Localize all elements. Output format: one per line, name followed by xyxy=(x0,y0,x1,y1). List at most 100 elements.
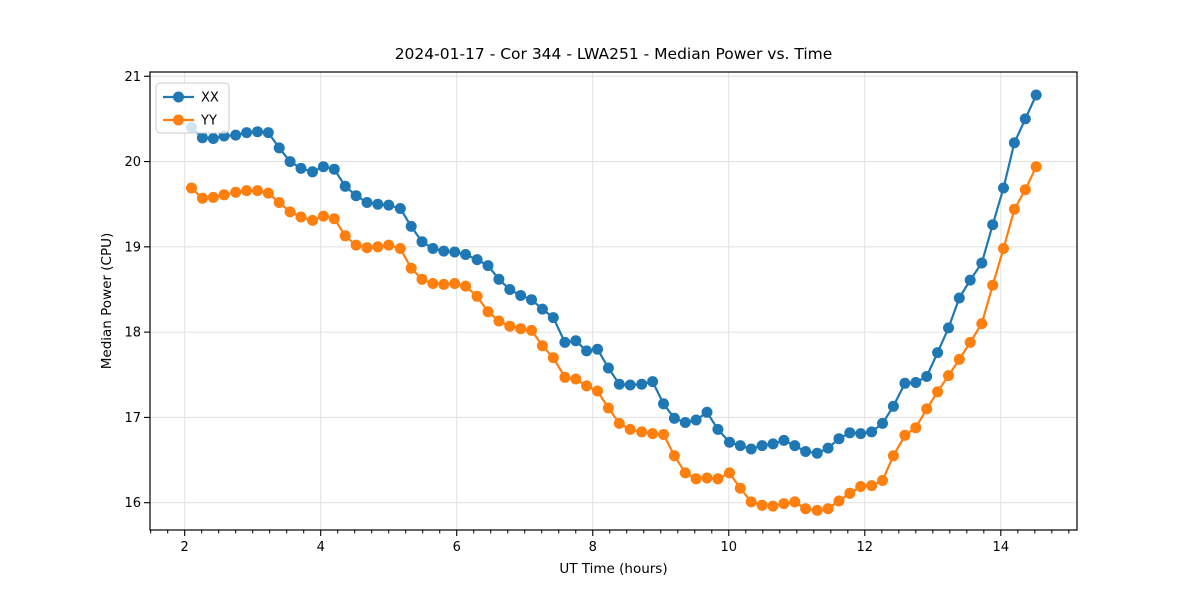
legend-marker-YY xyxy=(173,114,184,126)
data-point-XX xyxy=(460,249,472,260)
data-point-YY xyxy=(207,191,219,203)
data-point-YY xyxy=(526,324,537,336)
data-point-XX xyxy=(822,442,834,454)
data-point-YY xyxy=(690,473,702,485)
data-point-XX xyxy=(559,336,571,348)
x-tick-label: 6 xyxy=(453,540,461,555)
data-point-YY xyxy=(734,482,746,494)
y-tick-label: 16 xyxy=(124,496,141,511)
y-tick-label: 20 xyxy=(124,155,141,170)
data-point-XX xyxy=(932,347,944,359)
legend: XX YY xyxy=(155,82,230,134)
data-point-YY xyxy=(822,503,834,515)
data-point-XX xyxy=(976,257,988,269)
y-tick-label: 17 xyxy=(124,411,141,426)
data-point-YY xyxy=(712,473,724,485)
data-point-XX xyxy=(361,197,373,208)
data-point-YY xyxy=(196,192,208,204)
data-point-YY xyxy=(887,450,899,462)
data-point-YY xyxy=(416,273,428,285)
legend-label-YY: YY xyxy=(200,114,217,129)
data-point-YY xyxy=(317,210,329,222)
data-point-YY xyxy=(405,262,417,274)
series-line-YY xyxy=(190,165,1038,512)
data-point-YY xyxy=(449,278,461,289)
data-point-YY xyxy=(1008,203,1020,215)
data-point-YY xyxy=(668,450,680,462)
data-point-YY xyxy=(976,318,988,330)
data-point-YY xyxy=(241,185,253,197)
data-point-YY xyxy=(921,403,933,415)
data-point-YY xyxy=(624,423,636,435)
data-point-YY xyxy=(778,498,790,510)
data-point-XX xyxy=(712,423,724,435)
data-point-YY xyxy=(800,503,812,515)
data-point-YY xyxy=(361,242,373,254)
data-point-XX xyxy=(295,162,307,174)
data-point-YY xyxy=(636,426,648,438)
data-point-YY xyxy=(460,280,472,292)
data-point-XX xyxy=(339,180,351,192)
data-point-YY xyxy=(252,185,263,197)
data-point-XX xyxy=(636,378,648,390)
data-point-XX xyxy=(658,398,669,410)
data-point-XX xyxy=(230,129,242,141)
data-point-YY xyxy=(350,239,362,251)
data-point-YY xyxy=(866,480,878,492)
x-tick-label: 4 xyxy=(317,540,325,555)
data-point-XX xyxy=(943,322,954,334)
data-point-YY xyxy=(647,428,659,440)
data-point-XX xyxy=(833,433,845,445)
data-point-YY xyxy=(504,320,516,332)
data-point-YY xyxy=(372,241,384,253)
data-point-XX xyxy=(767,438,779,450)
data-point-XX xyxy=(493,273,505,285)
data-point-XX xyxy=(789,440,801,452)
data-point-YY xyxy=(658,429,669,440)
data-point-XX xyxy=(592,343,603,355)
data-point-YY xyxy=(964,336,976,348)
data-point-YY xyxy=(613,417,625,429)
data-point-XX xyxy=(690,414,702,426)
data-point-XX xyxy=(241,127,253,139)
data-point-XX xyxy=(515,290,527,301)
data-point-YY xyxy=(230,186,242,198)
data-point-XX xyxy=(273,142,285,154)
data-point-XX xyxy=(1030,89,1042,101)
data-point-XX xyxy=(745,443,757,455)
data-point-YY xyxy=(932,386,944,398)
data-point-XX xyxy=(1019,113,1031,125)
data-point-XX xyxy=(196,132,208,144)
legend-marker-XX xyxy=(173,91,184,103)
data-point-XX xyxy=(207,133,219,144)
data-point-XX xyxy=(284,156,296,168)
data-point-XX xyxy=(570,335,582,347)
data-point-XX xyxy=(252,126,263,138)
data-point-XX xyxy=(526,294,537,306)
x-axis-label: UT Time (hours) xyxy=(559,561,668,577)
data-point-XX xyxy=(910,377,922,388)
chart-title: 2024-01-17 - Cor 344 - LWA251 - Median P… xyxy=(394,45,833,63)
data-point-YY xyxy=(910,422,922,434)
y-tick-label: 19 xyxy=(124,240,141,255)
data-point-YY xyxy=(328,213,340,225)
data-point-XX xyxy=(504,284,516,295)
data-point-YY xyxy=(536,340,548,352)
data-point-XX xyxy=(800,446,812,457)
data-point-YY xyxy=(998,243,1009,254)
data-point-YY xyxy=(953,353,965,365)
data-point-YY xyxy=(844,487,856,499)
data-point-XX xyxy=(449,246,461,258)
data-point-YY xyxy=(515,323,527,335)
axes-spines xyxy=(149,71,1078,531)
data-point-XX xyxy=(536,303,548,315)
data-point-YY xyxy=(493,315,505,327)
data-point-XX xyxy=(899,377,911,389)
x-tick-label: 8 xyxy=(589,540,597,555)
data-point-XX xyxy=(482,260,494,272)
data-point-YY xyxy=(1030,161,1042,173)
data-point-XX xyxy=(317,161,329,173)
data-point-YY xyxy=(679,467,691,479)
data-point-YY xyxy=(559,371,571,383)
